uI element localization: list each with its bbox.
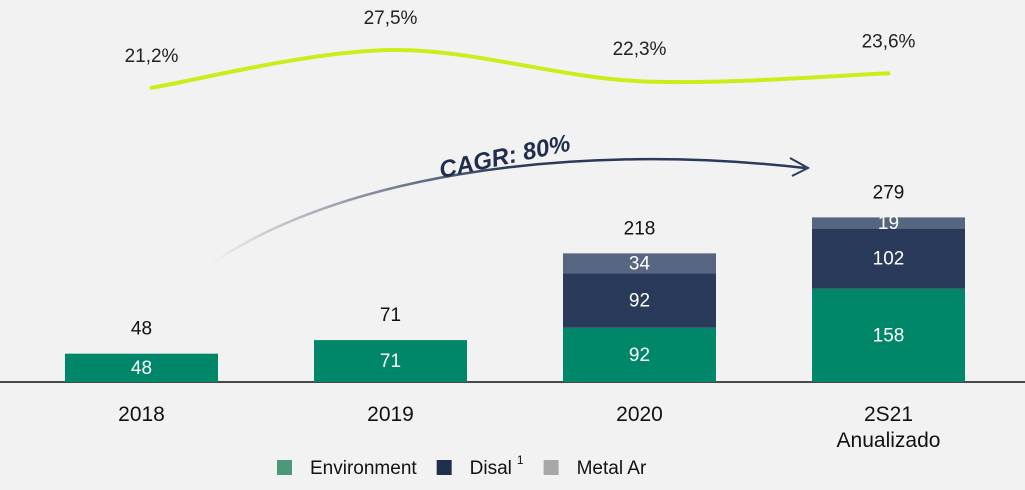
bar-segment <box>563 327 716 382</box>
legend-superscript: 1 <box>517 453 524 467</box>
total-label: 48 <box>131 319 152 340</box>
margin-label: 27,5% <box>364 8 418 29</box>
total-label: 218 <box>624 218 656 239</box>
segment-label: 19 <box>878 213 899 234</box>
segment-label: 158 <box>873 325 905 346</box>
bar-segment <box>314 340 467 382</box>
bar-segment <box>812 228 965 289</box>
legend-swatch <box>436 460 452 475</box>
legend-swatch <box>543 460 559 475</box>
margin-label: 23,6% <box>862 31 916 52</box>
segment-label: 102 <box>873 249 905 270</box>
segment-label: 71 <box>380 351 401 372</box>
total-label: 279 <box>873 182 905 203</box>
margin-label: 22,3% <box>613 39 667 60</box>
cagr-annotation: CAGR: 80% <box>437 130 573 184</box>
segment-label: 92 <box>629 291 650 312</box>
bar-segment <box>65 353 218 382</box>
segment-label: 92 <box>629 345 650 366</box>
bar-segment <box>563 273 716 328</box>
x-tick-label: 2019 <box>367 403 414 426</box>
cagr-arrow <box>209 157 806 267</box>
cagr-arrowhead <box>789 157 811 177</box>
x-tick-label: 2S21 Anualizado <box>836 403 941 452</box>
bar-segment <box>812 217 965 229</box>
segment-label: 48 <box>131 358 152 379</box>
x-tick-label: 2020 <box>616 403 663 426</box>
margin-label: 21,2% <box>125 46 179 67</box>
total-label: 71 <box>380 305 401 326</box>
legend-label: Disal <box>470 458 512 479</box>
legend-label: Environment <box>310 458 417 479</box>
x-tick-label: 2018 <box>118 403 165 426</box>
legend-swatch <box>277 460 292 475</box>
legend-label: Metal Ar <box>577 458 647 479</box>
bar-segment <box>563 253 716 274</box>
bar-segment <box>812 288 965 382</box>
segment-label: 34 <box>629 253 651 274</box>
margin-line <box>149 47 891 90</box>
